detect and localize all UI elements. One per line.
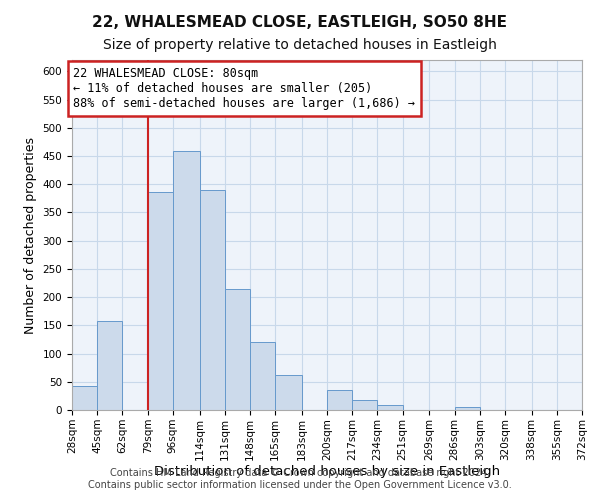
Bar [250, 342, 275, 410]
Bar [275, 375, 302, 410]
Bar [97, 321, 122, 410]
Text: Contains HM Land Registry data © Crown copyright and database right 2024.
Contai: Contains HM Land Registry data © Crown c… [88, 468, 512, 490]
Text: 22 WHALESMEAD CLOSE: 80sqm
← 11% of detached houses are smaller (205)
88% of sem: 22 WHALESMEAD CLOSE: 80sqm ← 11% of deta… [73, 68, 415, 110]
Bar [455, 407, 480, 410]
Bar [72, 386, 97, 410]
Bar [327, 390, 352, 410]
Bar [173, 152, 199, 410]
Y-axis label: Number of detached properties: Number of detached properties [24, 136, 37, 334]
Bar [199, 190, 225, 410]
Text: Size of property relative to detached houses in Eastleigh: Size of property relative to detached ho… [103, 38, 497, 52]
X-axis label: Distribution of detached houses by size in Eastleigh: Distribution of detached houses by size … [154, 466, 500, 478]
Text: 22, WHALESMEAD CLOSE, EASTLEIGH, SO50 8HE: 22, WHALESMEAD CLOSE, EASTLEIGH, SO50 8H… [92, 15, 508, 30]
Bar [352, 400, 377, 410]
Bar [377, 406, 403, 410]
Bar [225, 288, 250, 410]
Bar [148, 192, 173, 410]
